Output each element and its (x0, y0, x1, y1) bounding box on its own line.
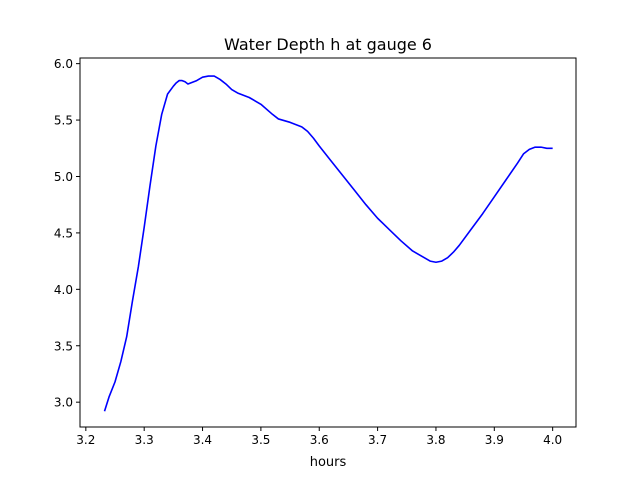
x-axis-label: hours (310, 455, 347, 470)
y-tick-label: 3.5 (54, 339, 73, 353)
x-tick-label: 3.6 (310, 433, 329, 447)
x-tick-label: 3.2 (76, 433, 95, 447)
x-tick-label: 3.7 (368, 433, 387, 447)
x-tick-label: 3.9 (485, 433, 504, 447)
x-tick-label: 3.5 (251, 433, 270, 447)
y-tick-label: 4.0 (54, 283, 73, 297)
x-tick-label: 3.4 (193, 433, 212, 447)
x-tick-label: 3.8 (426, 433, 445, 447)
chart-title: Water Depth h at gauge 6 (224, 35, 432, 54)
x-tick-label: 3.3 (135, 433, 154, 447)
y-tick-label: 5.0 (54, 170, 73, 184)
y-tick-label: 4.5 (54, 226, 73, 240)
data-series-line (103, 75, 553, 412)
x-tick-label: 4.0 (543, 433, 562, 447)
y-tick-label: 3.0 (54, 396, 73, 410)
plot-area: 3.2 3.3 3.4 3.5 3.6 3.7 3.8 3.9 4.0 3.0 3.5 4.0 4.5 5… (54, 57, 577, 447)
axes-frame (79, 57, 577, 428)
y-tick-label: 6.0 (54, 57, 73, 71)
y-tick-label: 5.5 (54, 114, 73, 128)
